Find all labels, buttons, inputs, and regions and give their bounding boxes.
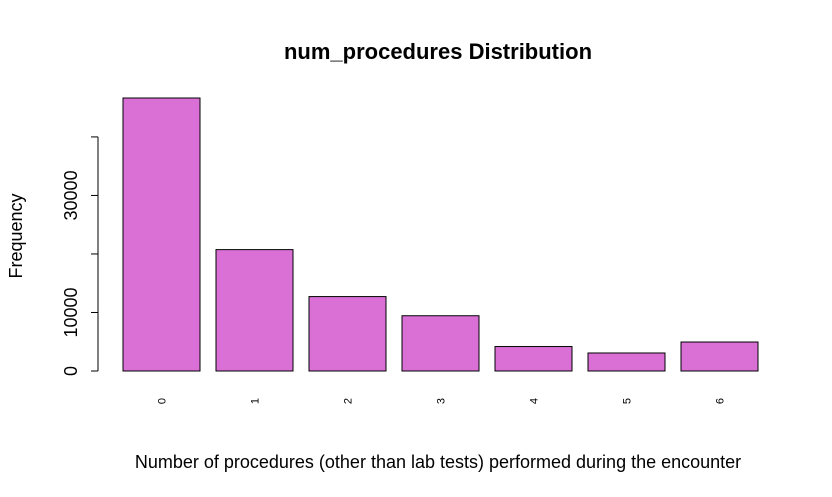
y-tick-label: 0 [61, 366, 81, 376]
bar-1 [215, 249, 294, 372]
chart-title: num_procedures Distribution [284, 39, 592, 64]
x-tick-label: 0 [157, 398, 169, 404]
x-tick-label: 4 [529, 398, 541, 404]
bar-3 [401, 315, 480, 372]
x-axis-title: Number of procedures (other than lab tes… [135, 452, 741, 472]
bar-5 [587, 352, 666, 372]
bar-0 [122, 97, 201, 372]
x-tick-labels: 0 1 2 3 4 5 6 [157, 398, 727, 404]
bar-6 [680, 341, 759, 372]
y-tick-label: 10000 [61, 287, 81, 337]
y-axis: 0 10000 30000 [61, 136, 99, 376]
bar-4 [494, 346, 573, 372]
x-tick-label: 6 [715, 398, 727, 404]
x-tick-label: 3 [436, 398, 448, 404]
x-tick-label: 5 [622, 398, 634, 404]
x-tick-label: 2 [343, 398, 355, 404]
y-axis-title: Frequency [6, 193, 26, 278]
x-tick-label: 1 [250, 398, 262, 404]
bar-2 [308, 296, 387, 372]
bars [122, 97, 759, 372]
y-tick-label: 30000 [61, 170, 81, 220]
